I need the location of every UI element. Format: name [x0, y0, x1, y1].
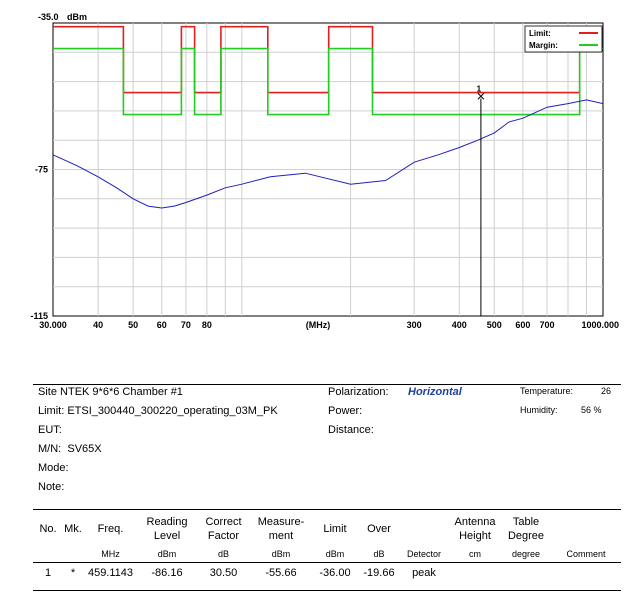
- unit-cell: Detector: [399, 546, 449, 563]
- power-label: Power:: [328, 405, 363, 417]
- cell-table-degree: [501, 563, 551, 584]
- cell-freq: 459.1143: [87, 567, 134, 579]
- marker-cross: [477, 92, 485, 100]
- unit-cell: [33, 546, 63, 563]
- y-axis-ticks: -75 -115: [30, 165, 48, 322]
- table-top-rule: [33, 509, 621, 510]
- cell-detector: peak: [412, 567, 436, 579]
- temperature-value: 26: [601, 386, 612, 396]
- humidity-label: Humidity:: [520, 405, 558, 415]
- measurement-table: No. Mk. Freq. Reading Level Correct Factor…: [33, 512, 621, 583]
- cell-over: -19.66: [363, 567, 395, 579]
- cell-antenna-height: [449, 563, 501, 584]
- site-label: Site: [38, 386, 57, 398]
- unit-cell: dBm: [138, 546, 196, 563]
- y-tick-label: -75: [35, 165, 48, 175]
- x-tick-label: 1000.000: [581, 320, 619, 330]
- x-axis-ticks: 30.000 40 50 60 70 80 300 400 500 600 700 1000.000: [39, 320, 619, 330]
- unit-cell: dBm: [251, 546, 311, 563]
- humidity-value: 56 %: [581, 405, 602, 415]
- col-header-freq: Freq.: [97, 523, 124, 535]
- marker-group: 1: [477, 84, 485, 316]
- legend-entry-label: Limit:: [529, 29, 551, 38]
- site-row: Site NTEK 9*6*6 Chamber #1: [38, 386, 183, 398]
- distance-label: Distance:: [328, 424, 374, 436]
- unit-cell: cm: [449, 546, 501, 563]
- limit-row: Limit: ETSI_300440_300220_operating_03M_…: [38, 405, 278, 417]
- col-header-detector: [399, 512, 449, 546]
- table-units-row: MHz dBm dB dBm dBm dB Detector cm degree…: [33, 546, 621, 563]
- cell-limit: -36.00: [319, 567, 351, 579]
- unit-cell: dBm: [311, 546, 359, 563]
- x-tick-label: 40: [93, 320, 103, 330]
- unit-cell: dB: [359, 546, 399, 563]
- unit-cell: [63, 546, 83, 563]
- legend: Limit: Margin:: [524, 25, 603, 53]
- note-label: Note:: [38, 481, 65, 493]
- site-value: NTEK 9*6*6 Chamber #1: [60, 386, 183, 398]
- x-tick-label: 50: [128, 320, 138, 330]
- x-tick-label: 400: [452, 320, 467, 330]
- unit-cell: Comment: [551, 546, 621, 563]
- table-header-row: No. Mk. Freq. Reading Level Correct Factor…: [33, 512, 621, 546]
- polarization-label: Polarization:: [328, 386, 389, 398]
- legend-box: [524, 25, 603, 53]
- x-unit-label: (MHz): [306, 320, 331, 330]
- margin-line: [53, 47, 603, 116]
- x-tick-label: 80: [202, 320, 212, 330]
- eut-label: EUT:: [38, 424, 62, 436]
- table-bottom-rule: [33, 590, 621, 591]
- col-header-limit: Limit: [323, 523, 347, 535]
- grid: [53, 23, 603, 316]
- limit-label: Limit:: [38, 405, 65, 417]
- cell-comment: [551, 563, 621, 584]
- mn-label: M/N:: [38, 443, 62, 455]
- cell-measurement: -55.66: [265, 567, 297, 579]
- cell-mk: *: [70, 567, 76, 579]
- unit-cell: MHz: [83, 546, 138, 563]
- col-header-reading-level: Reading Level: [146, 516, 188, 542]
- table-row: 1 * 459.1143 -86.16 30.50 -55.66 -36.00 …: [33, 563, 621, 584]
- col-header-comment: [551, 512, 621, 546]
- x-tick-label: 700: [540, 320, 555, 330]
- temperature-label: Temperature:: [520, 386, 574, 396]
- spectrum-trace: [52, 99, 604, 209]
- x-tick-label: 60: [157, 320, 167, 330]
- legend-entry-label: Margin:: [529, 41, 558, 50]
- col-header-measurement: Measure-ment: [257, 516, 305, 542]
- cell-no: 1: [44, 567, 52, 579]
- cell-reading-level: -86.16: [151, 567, 183, 579]
- x-tick-label: 600: [515, 320, 530, 330]
- col-header-mk: Mk.: [64, 523, 82, 535]
- measurement-table-wrap: No. Mk. Freq. Reading Level Correct Factor…: [33, 512, 621, 583]
- col-header-no: No.: [39, 523, 57, 535]
- unit-cell: degree: [501, 546, 551, 563]
- x-tick-label: 500: [487, 320, 502, 330]
- info-top-rule: [33, 384, 621, 385]
- x-tick-label: 70: [181, 320, 191, 330]
- y-unit-label: dBm: [67, 12, 87, 22]
- col-header-correct-factor: Correct Factor: [205, 516, 242, 542]
- mn-row: M/N: SV65X: [38, 443, 102, 455]
- series-group: [52, 25, 604, 209]
- x-tick-label: 30.000: [39, 320, 67, 330]
- col-header-antenna-height: Antenna Height: [454, 516, 496, 542]
- polarization-value: Horizontal: [408, 386, 462, 398]
- col-header-table-degree: Table Degree: [507, 516, 545, 542]
- emission-chart: -35.0 dBm -75 -115 30.000 40 50 60 70 80 300 400…: [30, 12, 619, 330]
- cell-correct-factor: 30.50: [209, 567, 238, 579]
- y-top-label: -35.0: [38, 12, 59, 22]
- mode-label: Mode:: [38, 462, 69, 474]
- x-tick-label: 300: [407, 320, 422, 330]
- marker-label: 1: [477, 84, 482, 93]
- limit-value: ETSI_300440_300220_operating_03M_PK: [67, 405, 278, 417]
- col-header-over: Over: [367, 523, 391, 535]
- mn-value: SV65X: [67, 443, 102, 455]
- y-tick-label: -115: [30, 311, 48, 321]
- unit-cell: dB: [196, 546, 251, 563]
